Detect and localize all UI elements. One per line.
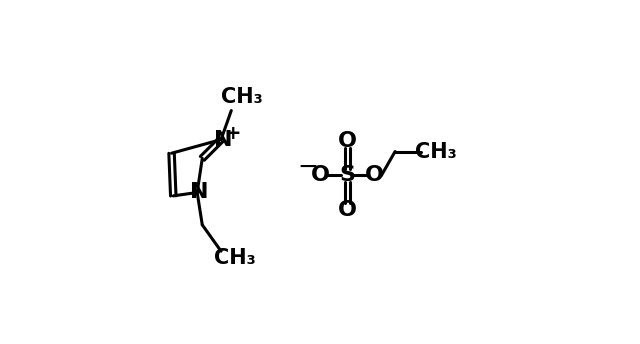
Text: O: O — [365, 165, 384, 185]
Text: +: + — [225, 124, 241, 143]
Text: −: − — [298, 155, 319, 179]
Text: N: N — [214, 130, 232, 150]
Text: O: O — [338, 131, 356, 151]
Text: N: N — [189, 182, 208, 203]
Text: S: S — [339, 165, 355, 185]
Text: O: O — [338, 200, 356, 219]
Text: CH₃: CH₃ — [221, 87, 262, 107]
Text: CH₃: CH₃ — [415, 141, 457, 162]
Text: O: O — [310, 165, 330, 185]
Text: CH₃: CH₃ — [214, 248, 255, 268]
